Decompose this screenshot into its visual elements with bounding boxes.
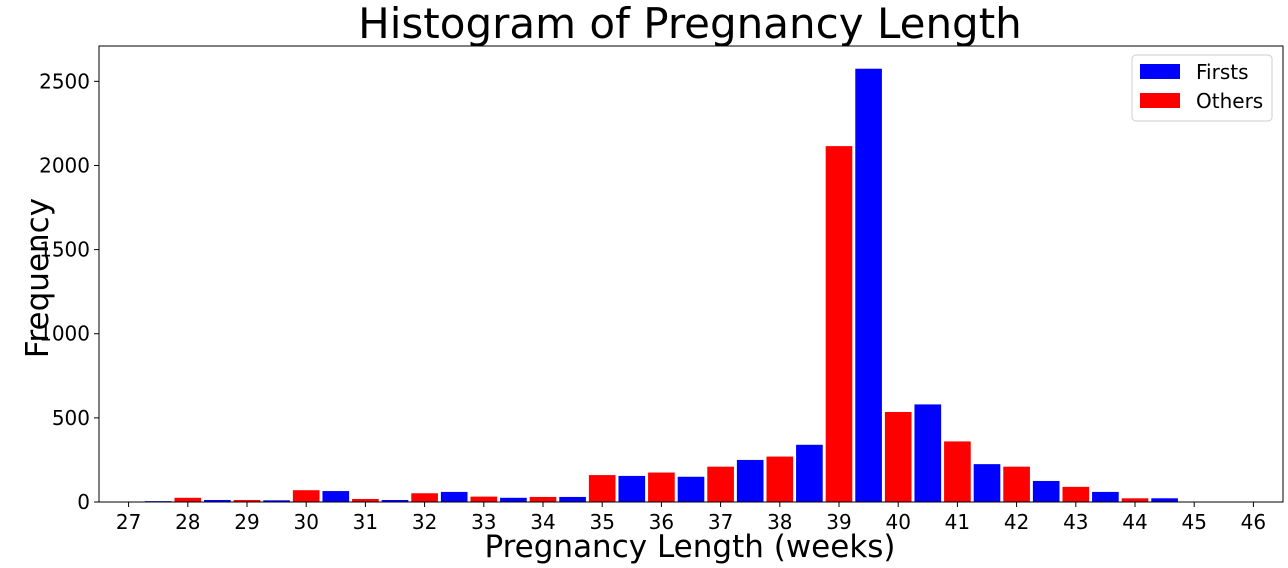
bar-others-37	[707, 466, 734, 502]
x-tick-label: 31	[353, 510, 378, 534]
bar-firsts-36.5	[677, 476, 705, 502]
bar-firsts-30.5	[322, 491, 350, 502]
bar-firsts-28.5	[204, 499, 231, 502]
bar-others-34	[529, 496, 557, 502]
plot-frame	[98, 45, 1284, 503]
x-tick-label: 34	[530, 510, 555, 534]
bar-others-32	[411, 493, 438, 502]
legend-label-firsts: Firsts	[1196, 60, 1249, 84]
bar-firsts-43.5	[1092, 491, 1119, 502]
bar-firsts-34.5	[559, 496, 586, 502]
y-axis-label: Frequency	[20, 198, 56, 358]
bar-others-40	[884, 411, 912, 502]
y-tick-label: 0	[77, 490, 90, 514]
bar-others-42	[1003, 466, 1030, 502]
bar-firsts-33.5	[500, 497, 527, 502]
legend-swatch-others	[1140, 93, 1180, 108]
bar-others-29	[233, 499, 261, 502]
y-tick-label: 2500	[39, 69, 90, 93]
bar-firsts-37.5	[736, 459, 764, 502]
y-tick-label: 500	[52, 406, 90, 430]
x-tick-label: 30	[293, 510, 318, 534]
x-tick-label: 33	[471, 510, 496, 534]
x-tick-label: 40	[885, 510, 910, 534]
x-tick-label: 28	[175, 510, 200, 534]
bar-firsts-42.5	[1032, 480, 1060, 502]
legend: Firsts Others	[1131, 54, 1273, 122]
bar-firsts-38.5	[796, 444, 823, 502]
x-tick-label: 38	[767, 510, 792, 534]
x-tick-label: 37	[708, 510, 733, 534]
x-axis-label: Pregnancy Length (weeks)	[484, 529, 895, 565]
bars-group	[144, 68, 1178, 502]
x-tick-label: 41	[945, 510, 970, 534]
bar-others-43	[1062, 486, 1090, 502]
x-tick-label: 46	[1241, 510, 1266, 534]
bar-firsts-44.5	[1151, 498, 1178, 502]
x-tick-label: 27	[116, 510, 141, 534]
x-tick-label: 43	[1063, 510, 1088, 534]
legend-label-others: Others	[1196, 89, 1263, 113]
chart-title: Histogram of Pregnancy Length	[358, 0, 1022, 48]
bar-others-41	[944, 441, 971, 502]
bar-firsts-32.5	[440, 491, 468, 502]
y-ticks-group: 0 500 1000 1500 2000 2500	[39, 69, 99, 514]
x-tick-label: 36	[649, 510, 674, 534]
x-tick-label: 45	[1181, 510, 1206, 534]
bar-others-31	[352, 498, 379, 502]
bar-others-28	[174, 497, 202, 502]
x-tick-label: 44	[1122, 510, 1147, 534]
bar-others-44	[1121, 498, 1149, 502]
x-tick-label: 39	[826, 510, 851, 534]
bar-others-38	[766, 456, 794, 502]
bar-others-35	[588, 475, 616, 502]
bar-firsts-41.5	[973, 464, 1001, 502]
y-tick-label: 1500	[39, 238, 90, 262]
x-tick-label: 42	[1004, 510, 1029, 534]
y-tick-label: 1000	[39, 322, 90, 346]
x-ticks-group: 27 28 29 30 31 32 33 34 35 36 37 38 39 40 41 42 43 44 45 46	[116, 502, 1266, 534]
bar-others-39	[825, 146, 853, 502]
legend-swatch-firsts	[1140, 64, 1180, 79]
bar-firsts-40.5	[914, 404, 942, 502]
x-tick-label: 32	[412, 510, 437, 534]
bar-firsts-39.5	[855, 68, 882, 502]
bar-others-36	[648, 472, 675, 502]
bar-others-30	[292, 490, 320, 502]
bar-firsts-35.5	[618, 475, 646, 502]
y-tick-label: 2000	[39, 153, 90, 177]
bar-others-33	[470, 496, 498, 502]
bar-firsts-31.5	[381, 499, 409, 502]
x-tick-label: 35	[589, 510, 614, 534]
x-tick-label: 29	[234, 510, 259, 534]
bar-firsts-29.5	[263, 500, 290, 502]
